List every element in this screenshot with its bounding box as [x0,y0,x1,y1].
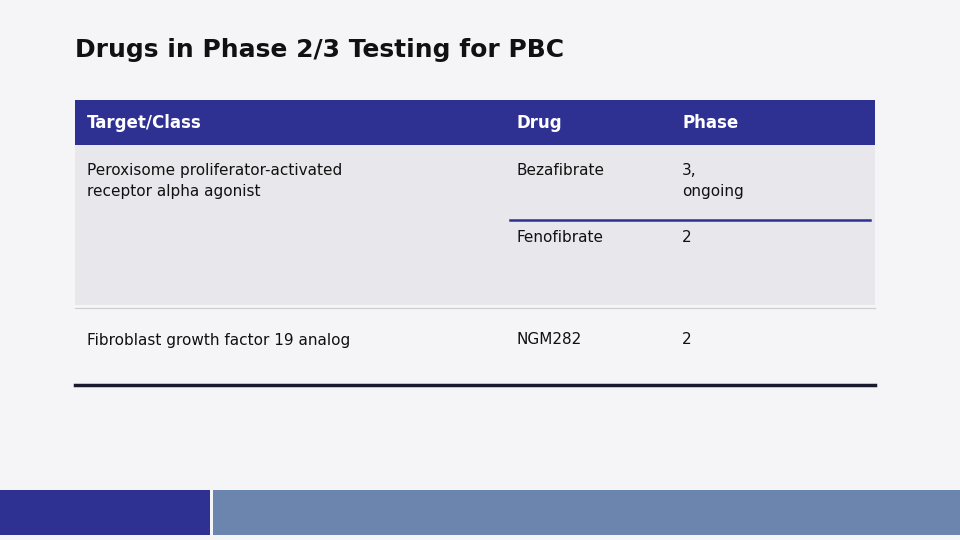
Text: Drugs in Phase 2/3 Testing for PBC: Drugs in Phase 2/3 Testing for PBC [75,38,564,62]
Bar [75,310,875,370]
Bar [75,100,875,145]
Text: NGM282: NGM282 [517,333,583,348]
Text: Phase: Phase [682,113,738,132]
Text: Bezafibrate: Bezafibrate [517,163,605,178]
Text: Target/Class: Target/Class [87,113,202,132]
Text: Peroxisome proliferator-activated
receptor alpha agonist: Peroxisome proliferator-activated recept… [87,163,343,199]
Bar [213,490,960,535]
Bar [75,145,875,305]
Text: Drug: Drug [517,113,563,132]
Text: 3,
ongoing: 3, ongoing [682,163,744,199]
Text: Fenofibrate: Fenofibrate [517,230,604,245]
Bar [0,490,210,535]
Text: Fibroblast growth factor 19 analog: Fibroblast growth factor 19 analog [87,333,350,348]
Text: 2: 2 [682,230,691,245]
Text: 2: 2 [682,333,691,348]
